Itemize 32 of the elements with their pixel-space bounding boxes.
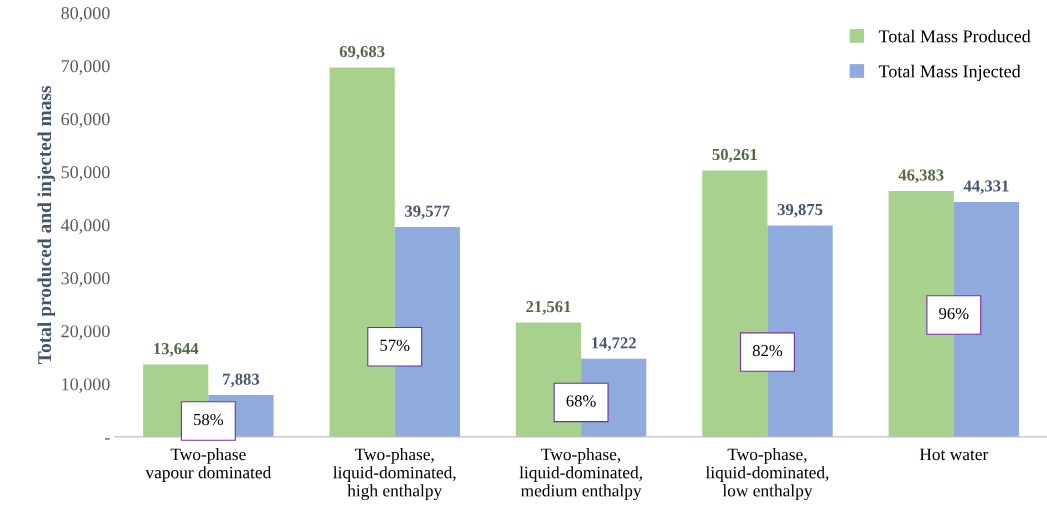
data-label: 46,383 [898,169,944,184]
y-tick-label: 60,000 [61,113,110,128]
data-label: 44,331 [963,180,1009,194]
data-label: 69,683 [339,45,385,60]
data-label: 39,875 [777,203,823,218]
y-tick-label: 20,000 [61,325,110,340]
y-tick-label: 70,000 [61,60,110,75]
data-label: 50,261 [712,148,757,163]
annotation: 58% [194,413,224,426]
y-tick-label: 80,000 [61,7,110,22]
annotation: 82% [752,345,783,357]
annotation: 57% [380,339,410,351]
legend-label: Total Mass Produced [878,29,1031,43]
x-tick-label: Two-phase, liquid-dominated, medium enthalpy [519,448,642,501]
y-tick-label: - [104,438,110,440]
annotation: 96% [939,307,969,320]
x-tick-label: Two-phase, liquid-dominated, high enthalpy [333,448,456,501]
y-tick-label: 10,000 [62,378,110,393]
y-tick-label: 30,000 [61,272,110,287]
legend-label: Total Mass Injected [878,64,1021,82]
data-label: 13,644 [154,343,199,357]
y-tick-label: 40,000 [61,219,110,234]
annotation: 68% [566,395,596,407]
x-tick-label: Two-phase, liquid-dominated, low enthalpy [705,448,829,501]
data-label: 7,883 [223,373,260,388]
y-tick-label: 50,000 [61,166,110,181]
data-label: 21,561 [526,301,571,315]
y-axis-title: Total produced and injected mass [37,85,56,364]
data-label: 39,577 [405,205,450,220]
data-label: 14,722 [592,337,636,351]
x-tick-label: Two-phase vapour dominated [145,448,272,482]
x-tick-label: Hot water [919,448,989,461]
